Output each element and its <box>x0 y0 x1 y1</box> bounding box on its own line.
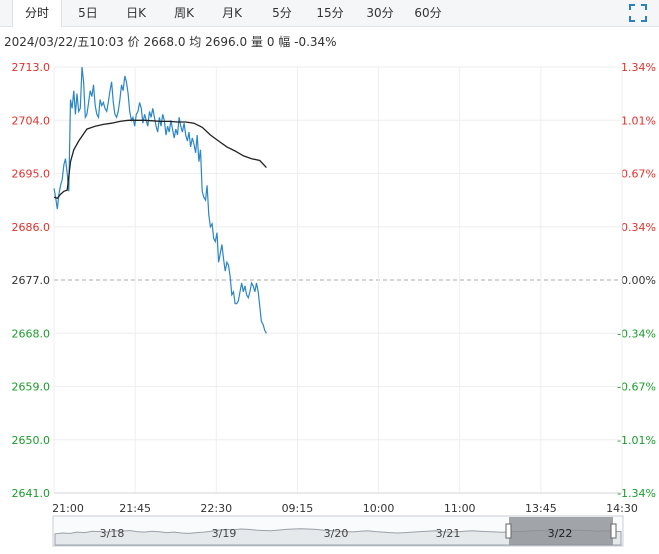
navigator-date-label: 3/21 <box>436 527 461 540</box>
change-value: -0.34% <box>294 35 337 49</box>
y-tick-label-percent: 0.67% <box>621 168 656 181</box>
tab-15min[interactable]: 15分 <box>316 6 344 20</box>
change-label: 幅 <box>278 35 291 49</box>
average-label: 均 <box>189 35 202 49</box>
volume-label: 量 <box>250 35 263 49</box>
x-tick-label: 10:00 <box>363 502 395 515</box>
average-value: 2696.0 <box>205 35 248 49</box>
y-tick-label: 2641.0 <box>12 487 51 500</box>
y-tick-label-percent: -0.34% <box>617 327 656 340</box>
x-tick-label: 09:15 <box>282 502 314 515</box>
tab-30min[interactable]: 30分 <box>366 6 394 20</box>
price-label: 价 <box>127 35 140 49</box>
y-tick-label: 2686.0 <box>12 221 51 234</box>
x-tick-label: 14:30 <box>606 502 638 515</box>
x-tick-label: 21:45 <box>119 502 151 515</box>
quote-datetime: 2024/03/22/五10:03 <box>4 35 124 49</box>
price-line <box>53 66 267 334</box>
y-tick-label-percent: -1.01% <box>617 434 656 447</box>
average-price-line <box>53 119 267 200</box>
y-tick-label: 2713.0 <box>12 61 51 74</box>
y-tick-label-percent: 0.34% <box>621 221 656 234</box>
tab-5min[interactable]: 5分 <box>272 6 292 20</box>
tab-60min[interactable]: 60分 <box>414 6 442 20</box>
period-tab-bar: 分时 5日 日K 周K 月K 5分 15分 30分 60分 <box>0 0 659 27</box>
y-tick-label: 2677.0 <box>12 274 51 287</box>
y-tick-label: 2695.0 <box>12 168 51 181</box>
tab-weekly-k[interactable]: 周K <box>174 6 194 20</box>
navigator-date-label: 3/20 <box>324 527 349 540</box>
navigator-date-label: 3/18 <box>100 527 125 540</box>
y-tick-label: 2659.0 <box>12 381 51 394</box>
x-tick-label: 22:30 <box>200 502 232 515</box>
y-tick-label-percent: 1.34% <box>621 61 656 74</box>
y-tick-label-percent: -1.34% <box>617 487 656 500</box>
navigator-date-label: 3/19 <box>212 527 237 540</box>
navigator-handle-left <box>505 523 512 539</box>
x-tick-label: 11:00 <box>444 502 476 515</box>
navigator-selection <box>509 517 613 545</box>
tab-intraday[interactable]: 分时 <box>12 0 62 27</box>
y-tick-label-percent: 0.00% <box>621 274 656 287</box>
price-value: 2668.0 <box>143 35 186 49</box>
x-tick-label: 13:45 <box>525 502 557 515</box>
fullscreen-icon[interactable] <box>629 4 647 22</box>
quote-info-line: 2024/03/22/五10:03 价 2668.0 均 2696.0 量 0 … <box>4 33 337 50</box>
volume-value: 0 <box>266 35 275 49</box>
y-tick-label: 2668.0 <box>12 327 51 340</box>
tab-5day[interactable]: 5日 <box>78 6 98 20</box>
navigator-handle-right <box>610 523 617 539</box>
y-tick-label-percent: -0.67% <box>617 381 656 394</box>
y-tick-label: 2704.0 <box>12 114 51 127</box>
tab-daily-k[interactable]: 日K <box>126 6 146 20</box>
y-tick-label-percent: 1.01% <box>621 114 656 127</box>
tab-monthly-k[interactable]: 月K <box>222 6 242 20</box>
x-tick-label: 21:00 <box>52 502 84 515</box>
navigator-date-label: 3/22 <box>548 527 573 540</box>
y-tick-label: 2650.0 <box>12 434 51 447</box>
